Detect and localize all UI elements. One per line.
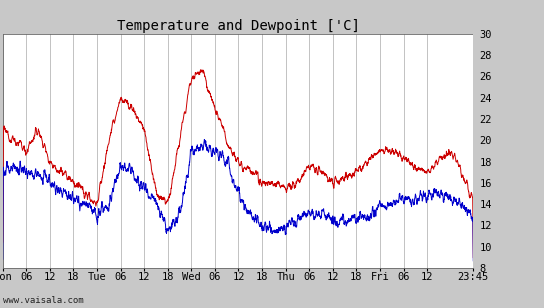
Text: www.vaisala.com: www.vaisala.com — [3, 296, 83, 305]
Title: Temperature and Dewpoint ['C]: Temperature and Dewpoint ['C] — [116, 19, 360, 33]
